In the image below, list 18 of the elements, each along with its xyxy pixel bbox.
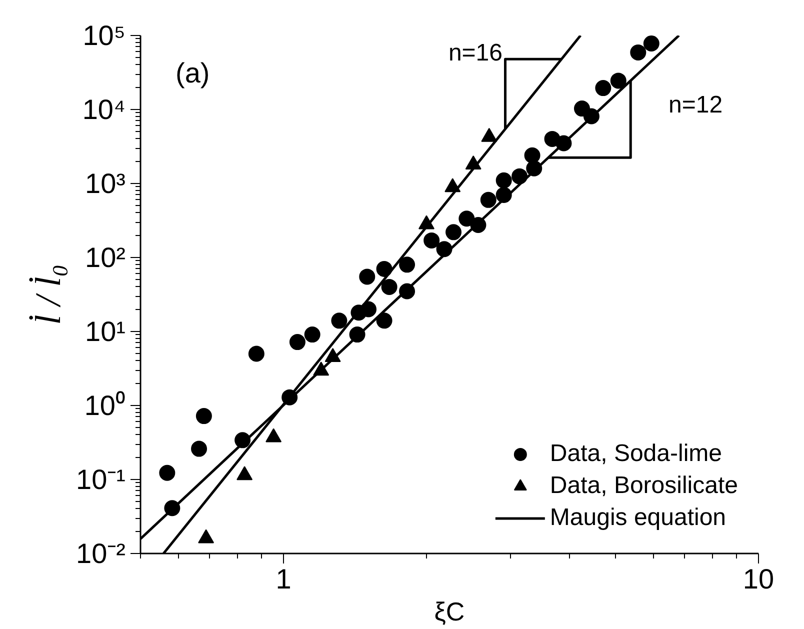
annotation: n=16	[448, 40, 503, 66]
y-axis-title: l̇ / l̇₀	[28, 264, 68, 325]
legend-label: Data, Soda-lime	[550, 440, 722, 468]
y-tick-label: 10³	[85, 168, 126, 199]
x-tick-label: 1	[276, 564, 292, 594]
y-tick-label: 10⁴	[82, 94, 126, 125]
y-tick-label: 10²	[85, 242, 126, 273]
x-tick-label: 10	[742, 564, 774, 594]
y-tick-label: 10⁵	[82, 20, 126, 51]
y-tick-label: 10¹	[85, 316, 126, 347]
y-tick-label: 10⁻¹	[76, 464, 126, 495]
annotation: n=12	[668, 92, 723, 118]
legend-label: Maugis equation	[550, 504, 726, 532]
legend-label: Data, Borosilicate	[550, 472, 738, 500]
y-tick-label: 10⁰	[84, 390, 126, 421]
y-tick-label: 10⁻²	[76, 538, 126, 569]
x-axis-title: ξC	[434, 596, 465, 626]
annotation: (a)	[176, 58, 210, 88]
